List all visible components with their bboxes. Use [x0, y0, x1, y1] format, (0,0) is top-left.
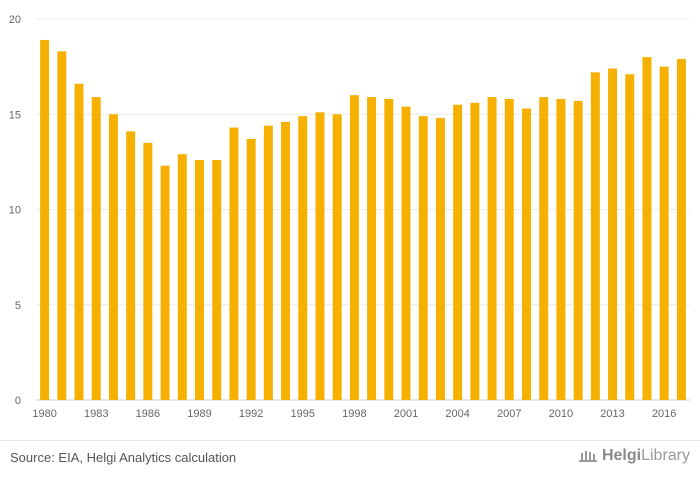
- bar-2014[interactable]: [625, 74, 635, 401]
- brand-prefix: Helgi: [601, 447, 642, 464]
- bar-1982[interactable]: [74, 83, 84, 401]
- bar-1981[interactable]: [57, 51, 67, 400]
- x-tick-label: 1998: [342, 408, 366, 420]
- bars: [40, 39, 686, 401]
- x-axis-tick-labels: 1980 1983 1986 1989 1992 1995 1998 2001 2004 2007…: [32, 408, 676, 420]
- x-tick-label: 2013: [600, 408, 624, 420]
- bar-1991[interactable]: [229, 127, 239, 400]
- bar-1989[interactable]: [195, 159, 204, 400]
- bar-2013[interactable]: [608, 68, 618, 400]
- bar-2012[interactable]: [590, 72, 600, 400]
- bar-2002[interactable]: [418, 116, 428, 400]
- x-tick-label: 1995: [291, 408, 315, 420]
- x-tick-label: 2004: [445, 408, 469, 420]
- source-note: Source: EIA, Helgi Analytics calculation: [10, 450, 237, 465]
- bar-1999[interactable]: [367, 97, 377, 400]
- y-tick-label: 15: [9, 109, 21, 121]
- bar-chart: 0 5 10 15 20 1980 1983 1986 1989 1992 1995 1998 200…: [9, 14, 690, 420]
- bar-1995[interactable]: [298, 116, 308, 400]
- bar-1996[interactable]: [315, 112, 325, 400]
- brand-suffix: Library: [641, 447, 690, 464]
- bar-2001[interactable]: [401, 106, 411, 400]
- bar-1990[interactable]: [212, 159, 222, 400]
- bar-2004[interactable]: [453, 104, 463, 400]
- bar-1992[interactable]: [246, 139, 256, 400]
- bar-2016[interactable]: [659, 66, 669, 401]
- bar-1986[interactable]: [143, 142, 153, 400]
- bar-1997[interactable]: [332, 114, 342, 400]
- x-tick-label: 2007: [497, 408, 521, 420]
- bar-1993[interactable]: [263, 125, 273, 401]
- x-tick-label: 2016: [652, 408, 676, 420]
- bar-1998[interactable]: [349, 95, 359, 400]
- y-tick-label: 10: [9, 205, 21, 217]
- y-axis-tick-labels: 0 5 10 15 20: [9, 14, 21, 407]
- bar-1983[interactable]: [91, 97, 101, 400]
- bar-2017[interactable]: [676, 59, 686, 400]
- x-tick-label: 1989: [187, 408, 211, 420]
- x-tick-label: 1983: [84, 408, 108, 420]
- x-tick-label: 1986: [136, 408, 160, 420]
- bar-1987[interactable]: [160, 165, 170, 400]
- y-tick-label: 0: [15, 395, 21, 407]
- bar-2010[interactable]: [556, 99, 566, 400]
- footer-divider: [0, 440, 700, 441]
- library-building-icon: [578, 451, 597, 462]
- x-tick-label: 1980: [32, 408, 56, 420]
- y-tick-label: 5: [15, 300, 21, 312]
- bar-2005[interactable]: [470, 102, 480, 400]
- bar-1994[interactable]: [281, 121, 291, 401]
- bar-2015[interactable]: [642, 57, 652, 400]
- helgi-library-logo[interactable]: HelgiLibrary: [578, 447, 690, 465]
- x-tick-label: 1992: [239, 408, 263, 420]
- y-tick-label: 20: [9, 14, 21, 26]
- bar-2008[interactable]: [522, 108, 531, 400]
- bar-2011[interactable]: [573, 100, 583, 401]
- bar-2003[interactable]: [435, 118, 445, 400]
- bar-1980[interactable]: [40, 39, 50, 401]
- bar-1984[interactable]: [108, 114, 118, 400]
- bar-1988[interactable]: [177, 154, 187, 400]
- bar-2000[interactable]: [384, 99, 394, 400]
- x-tick-label: 2001: [394, 408, 418, 420]
- bar-2009[interactable]: [539, 97, 549, 400]
- x-tick-label: 2010: [549, 408, 573, 420]
- bar-1985[interactable]: [126, 131, 136, 400]
- bar-2006[interactable]: [487, 97, 497, 400]
- bar-2007[interactable]: [504, 99, 514, 400]
